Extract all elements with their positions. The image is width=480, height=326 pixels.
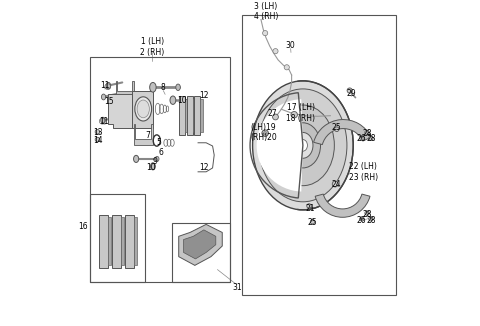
Polygon shape	[116, 81, 134, 94]
Circle shape	[369, 136, 373, 141]
Text: 25: 25	[332, 123, 342, 132]
Text: 31: 31	[232, 283, 241, 292]
Ellipse shape	[299, 140, 307, 151]
Polygon shape	[183, 230, 216, 259]
Circle shape	[347, 88, 352, 93]
Bar	[184, 99, 188, 132]
Text: 26: 26	[356, 216, 366, 225]
Ellipse shape	[106, 82, 111, 89]
Text: 28: 28	[366, 216, 376, 225]
Text: 28: 28	[362, 210, 372, 219]
Circle shape	[262, 130, 268, 136]
Bar	[179, 96, 184, 135]
Circle shape	[335, 127, 339, 131]
Text: 15: 15	[105, 97, 114, 106]
Text: 16: 16	[78, 221, 87, 230]
Text: 28: 28	[366, 134, 376, 143]
Text: 12: 12	[199, 163, 209, 172]
Text: (LH)19
(RH)20: (LH)19 (RH)20	[250, 123, 277, 142]
Circle shape	[95, 129, 100, 134]
Bar	[90, 194, 145, 282]
Bar	[200, 99, 203, 132]
Ellipse shape	[176, 84, 180, 91]
Circle shape	[360, 136, 364, 141]
Bar	[172, 223, 230, 282]
Polygon shape	[132, 91, 153, 127]
Text: 7: 7	[145, 131, 151, 140]
Wedge shape	[315, 194, 370, 217]
Text: 5: 5	[156, 138, 161, 147]
Ellipse shape	[170, 96, 176, 104]
Text: 22 (LH)
23 (RH): 22 (LH) 23 (RH)	[348, 162, 378, 182]
Ellipse shape	[137, 100, 149, 118]
Text: 14: 14	[93, 136, 103, 145]
Ellipse shape	[259, 89, 347, 202]
Wedge shape	[257, 99, 303, 192]
Ellipse shape	[101, 117, 105, 123]
Circle shape	[263, 31, 268, 36]
Ellipse shape	[293, 132, 313, 158]
Text: 11: 11	[99, 117, 108, 126]
Text: 3 (LH)
4 (RH): 3 (LH) 4 (RH)	[253, 2, 278, 21]
Bar	[99, 215, 108, 268]
Bar	[192, 99, 196, 132]
Bar	[90, 57, 230, 282]
Bar	[108, 217, 111, 265]
Text: 10: 10	[177, 96, 187, 105]
Circle shape	[273, 114, 278, 120]
Bar	[112, 215, 120, 268]
Text: 28: 28	[362, 129, 372, 138]
Text: 11: 11	[100, 81, 109, 90]
Ellipse shape	[189, 97, 193, 103]
Ellipse shape	[155, 156, 159, 161]
Ellipse shape	[151, 163, 156, 170]
Text: 24: 24	[331, 180, 341, 189]
Text: 27: 27	[267, 109, 277, 118]
Circle shape	[307, 204, 312, 208]
Ellipse shape	[150, 82, 156, 92]
Text: 8: 8	[161, 83, 166, 92]
Text: 9: 9	[152, 157, 157, 166]
Circle shape	[291, 111, 298, 118]
Circle shape	[365, 211, 369, 215]
Text: 13: 13	[93, 128, 103, 137]
Bar	[133, 217, 137, 265]
Text: 25: 25	[308, 218, 317, 227]
Text: 10: 10	[146, 163, 156, 172]
Text: 6: 6	[158, 148, 163, 157]
Bar	[187, 96, 192, 135]
Wedge shape	[313, 120, 371, 145]
Polygon shape	[179, 224, 222, 265]
Polygon shape	[133, 125, 153, 145]
Ellipse shape	[101, 94, 106, 100]
Ellipse shape	[135, 97, 152, 121]
Ellipse shape	[252, 81, 353, 210]
Polygon shape	[108, 91, 138, 127]
Circle shape	[369, 217, 373, 221]
Text: 12: 12	[199, 91, 209, 100]
Circle shape	[264, 131, 267, 135]
Text: 17 (LH)
18 (RH): 17 (LH) 18 (RH)	[286, 103, 315, 123]
Bar	[124, 215, 133, 268]
Circle shape	[360, 217, 364, 221]
Text: 1 (LH)
2 (RH): 1 (LH) 2 (RH)	[140, 37, 164, 57]
Text: 21: 21	[306, 204, 315, 213]
Circle shape	[273, 49, 278, 54]
Circle shape	[95, 137, 100, 142]
Ellipse shape	[133, 156, 139, 162]
Bar	[241, 15, 396, 295]
Text: 26: 26	[356, 134, 366, 143]
Circle shape	[332, 181, 338, 187]
Circle shape	[311, 219, 315, 224]
Bar	[194, 96, 200, 135]
Circle shape	[284, 65, 289, 70]
Ellipse shape	[272, 105, 335, 186]
Bar	[120, 217, 124, 265]
Circle shape	[365, 130, 369, 135]
Ellipse shape	[285, 123, 321, 168]
Text: 29: 29	[347, 89, 356, 98]
Text: 30: 30	[286, 41, 296, 50]
